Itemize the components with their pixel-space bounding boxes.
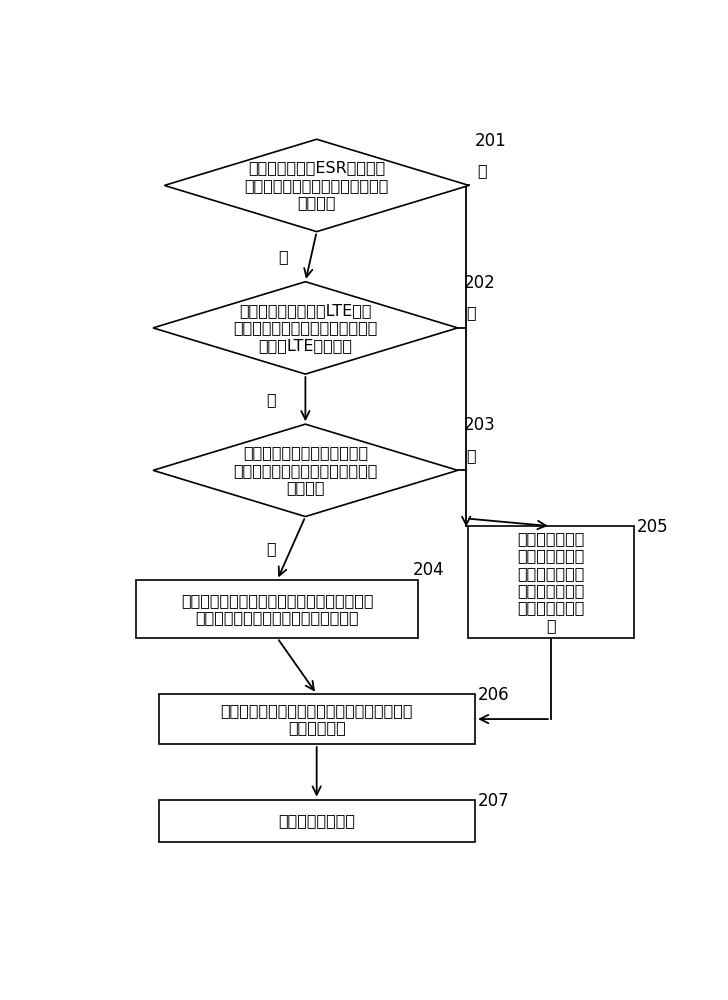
Text: 获取优先小区频
点信息，并发送
包含所述优先小
区频点信息的回
落指示给所述基
站: 获取优先小区频 点信息，并发送 包含所述优先小 区频点信息的回 落指示给所述基 … xyxy=(517,531,585,633)
Polygon shape xyxy=(153,282,458,374)
Text: 202: 202 xyxy=(464,274,495,292)
Bar xyxy=(467,526,634,638)
Text: 否: 否 xyxy=(466,305,476,320)
Text: 是: 是 xyxy=(278,249,288,264)
Polygon shape xyxy=(165,139,469,232)
Polygon shape xyxy=(153,424,458,517)
Text: 结束本次处理流程: 结束本次处理流程 xyxy=(278,813,355,828)
Bar xyxy=(159,800,475,842)
Text: 接收终端发送的ESR，并判断
是否存储有所述终端上一次的语音
通话信息: 接收终端发送的ESR，并判断 是否存储有所述终端上一次的语音 通话信息 xyxy=(245,161,389,210)
Text: 是: 是 xyxy=(266,392,277,407)
Text: 发送包含所述终端上一次进行语音通话时接入
的小区频点信息的回落指示给所述基站: 发送包含所述终端上一次进行语音通话时接入 的小区频点信息的回落指示给所述基站 xyxy=(181,593,373,625)
Text: 否: 否 xyxy=(478,163,487,178)
Text: 判断当前的长期演进LTE小区
与所述终端上一次进行语音通话时
所在的LTE小区相同: 判断当前的长期演进LTE小区 与所述终端上一次进行语音通话时 所在的LTE小区相… xyxy=(233,303,378,353)
Text: 206: 206 xyxy=(478,686,509,704)
Text: 204: 204 xyxy=(413,561,444,579)
Text: 201: 201 xyxy=(475,132,507,150)
Text: 205: 205 xyxy=(637,518,668,536)
Text: 记录所述终端本次进行语音通话时接入的小区
号及通话质量: 记录所述终端本次进行语音通话时接入的小区 号及通话质量 xyxy=(221,703,413,735)
Text: 是: 是 xyxy=(266,541,277,556)
Text: 207: 207 xyxy=(478,792,509,810)
Bar xyxy=(159,694,475,744)
Text: 203: 203 xyxy=(464,416,495,434)
Text: 否: 否 xyxy=(466,448,476,463)
Text: 判断所述终端上一次进行语音
通话时接入的小区是否在优先小区
的列表中: 判断所述终端上一次进行语音 通话时接入的小区是否在优先小区 的列表中 xyxy=(233,445,378,495)
Bar xyxy=(136,580,419,638)
